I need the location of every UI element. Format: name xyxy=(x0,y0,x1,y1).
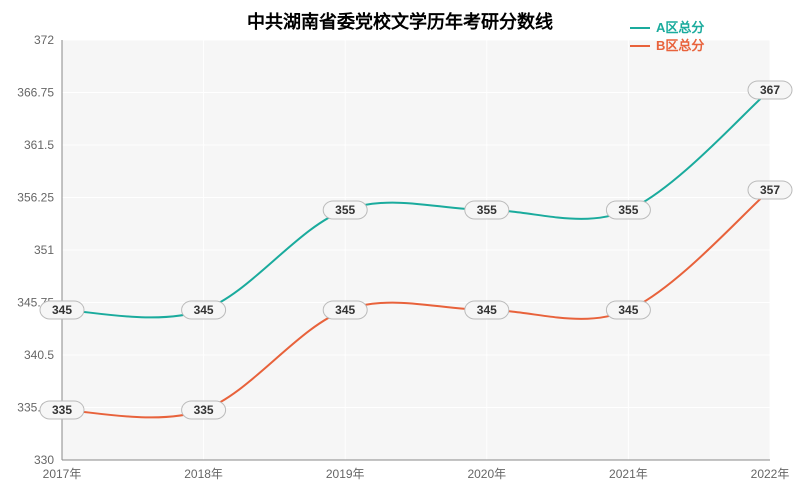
x-tick-label: 2019年 xyxy=(326,467,365,481)
x-tick-label: 2021年 xyxy=(609,467,648,481)
line-chart: 330335.25340.5345.75351356.25361.5366.75… xyxy=(0,0,800,500)
y-tick-label: 330 xyxy=(34,453,54,467)
y-tick-label: 361.5 xyxy=(24,138,54,152)
data-label: 345 xyxy=(194,303,214,317)
data-label: 355 xyxy=(618,203,638,217)
data-label: 345 xyxy=(477,303,497,317)
data-label: 345 xyxy=(618,303,638,317)
chart-container: 330335.25340.5345.75351356.25361.5366.75… xyxy=(0,0,800,500)
data-label: 345 xyxy=(335,303,355,317)
legend-label: A区总分 xyxy=(656,20,704,35)
data-label: 335 xyxy=(52,403,72,417)
data-label: 367 xyxy=(760,83,780,97)
x-tick-label: 2017年 xyxy=(43,467,82,481)
y-tick-label: 356.25 xyxy=(17,191,54,205)
y-tick-label: 340.5 xyxy=(24,348,54,362)
legend-label: B区总分 xyxy=(656,38,704,53)
x-tick-label: 2020年 xyxy=(467,467,506,481)
chart-title: 中共湖南省委党校文学历年考研分数线 xyxy=(247,11,553,32)
x-tick-label: 2018年 xyxy=(184,467,223,481)
x-tick-label: 2022年 xyxy=(751,467,790,481)
data-label: 335 xyxy=(194,403,214,417)
data-label: 345 xyxy=(52,303,72,317)
data-label: 355 xyxy=(477,203,497,217)
y-tick-label: 351 xyxy=(34,243,54,257)
data-label: 355 xyxy=(335,203,355,217)
y-tick-label: 366.75 xyxy=(17,86,54,100)
y-tick-label: 372 xyxy=(34,33,54,47)
data-label: 357 xyxy=(760,183,780,197)
